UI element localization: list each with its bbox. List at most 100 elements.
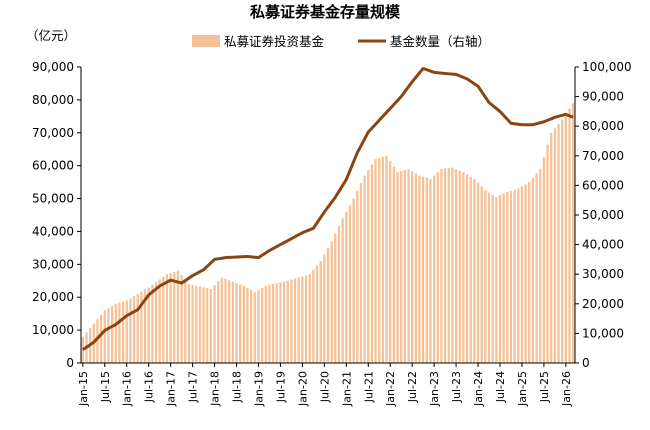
bar	[180, 275, 183, 363]
left-tick-label: 40,000	[32, 224, 74, 238]
bar	[396, 172, 399, 363]
bar	[411, 171, 414, 363]
bar	[279, 282, 282, 363]
bar	[564, 114, 567, 363]
bar	[568, 108, 571, 363]
bar	[422, 176, 425, 363]
bar	[231, 281, 234, 363]
bar	[132, 296, 136, 363]
bar	[462, 172, 465, 363]
bar	[392, 166, 395, 363]
bar	[509, 190, 513, 363]
bar	[407, 168, 410, 363]
right-tick-label: 70,000	[582, 149, 624, 163]
bar	[539, 168, 542, 363]
bar	[147, 287, 150, 363]
bar	[191, 284, 194, 363]
bar	[220, 277, 224, 363]
bar	[151, 284, 154, 363]
bar	[282, 281, 286, 363]
bar	[506, 191, 509, 363]
x-tick-label: Jan-17	[165, 371, 178, 407]
bar	[484, 190, 487, 363]
bar	[473, 178, 476, 363]
bar-series	[81, 103, 575, 364]
bar	[140, 291, 143, 363]
left-tick-label: 80,000	[32, 93, 74, 107]
bar	[235, 282, 238, 363]
left-tick-label: 20,000	[32, 290, 74, 304]
chart-title: 私募证券基金存量规模	[249, 3, 401, 21]
bar	[290, 279, 293, 363]
x-tick-label: Jan-23	[428, 371, 441, 407]
right-tick-label: 60,000	[582, 178, 624, 192]
bar	[465, 174, 469, 363]
bar	[436, 172, 439, 363]
bar	[561, 119, 564, 364]
bar	[253, 292, 256, 363]
left-axis-unit: （亿元）	[26, 28, 76, 43]
bar	[345, 211, 348, 363]
bar	[378, 157, 381, 363]
legend-bar-swatch	[192, 35, 220, 47]
bar	[513, 189, 516, 363]
legend-bar-label: 私募证券投资基金	[224, 34, 325, 49]
right-tick-label: 0	[582, 356, 590, 370]
bar	[447, 167, 450, 363]
bar	[136, 293, 139, 363]
bar	[476, 182, 480, 363]
bar	[129, 298, 132, 363]
bar	[81, 336, 84, 363]
bar	[165, 274, 169, 363]
x-tick-label: Jul-21	[362, 371, 375, 403]
bar	[275, 283, 278, 363]
bar	[334, 233, 337, 363]
bar	[323, 254, 326, 363]
x-tick-label: Jul-19	[274, 371, 287, 403]
bar	[264, 285, 267, 363]
bar	[315, 265, 319, 363]
bar	[356, 190, 359, 363]
bar	[228, 280, 231, 363]
right-tick-label: 80,000	[582, 119, 624, 133]
bar	[454, 168, 458, 363]
bar	[352, 198, 355, 363]
bar	[531, 177, 535, 363]
bar	[517, 188, 520, 363]
x-tick-label: Jan-24	[472, 371, 485, 407]
bar	[286, 280, 289, 363]
bar	[213, 285, 216, 363]
line-series	[81, 66, 574, 351]
bar	[293, 278, 297, 363]
legend: 私募证券投资基金 基金数量（右轴）	[192, 34, 490, 49]
bar	[381, 156, 385, 363]
bar	[491, 194, 494, 363]
bar	[257, 290, 260, 363]
bar	[341, 218, 344, 363]
x-tick-label: Jul-22	[406, 371, 419, 403]
bar	[363, 175, 366, 363]
left-tick-label: 70,000	[32, 126, 74, 140]
bar	[414, 173, 417, 363]
bar	[301, 276, 304, 363]
x-tick-label: Jul-16	[143, 371, 156, 403]
bar	[176, 270, 180, 363]
bar	[528, 182, 531, 363]
bar	[429, 178, 432, 363]
left-tick-label: 90,000	[32, 60, 74, 74]
bar	[546, 144, 549, 363]
bar	[550, 132, 553, 363]
bar	[451, 167, 454, 363]
bar	[337, 225, 341, 363]
bar	[440, 168, 443, 363]
bar	[184, 279, 187, 363]
bar	[195, 285, 198, 363]
bar	[557, 124, 560, 363]
x-tick-label: Jul-23	[450, 371, 463, 403]
bar	[542, 156, 546, 363]
bar	[107, 308, 110, 363]
right-tick-label: 90,000	[582, 90, 624, 104]
bar	[495, 196, 498, 363]
bar	[535, 173, 538, 363]
bar	[110, 305, 114, 363]
